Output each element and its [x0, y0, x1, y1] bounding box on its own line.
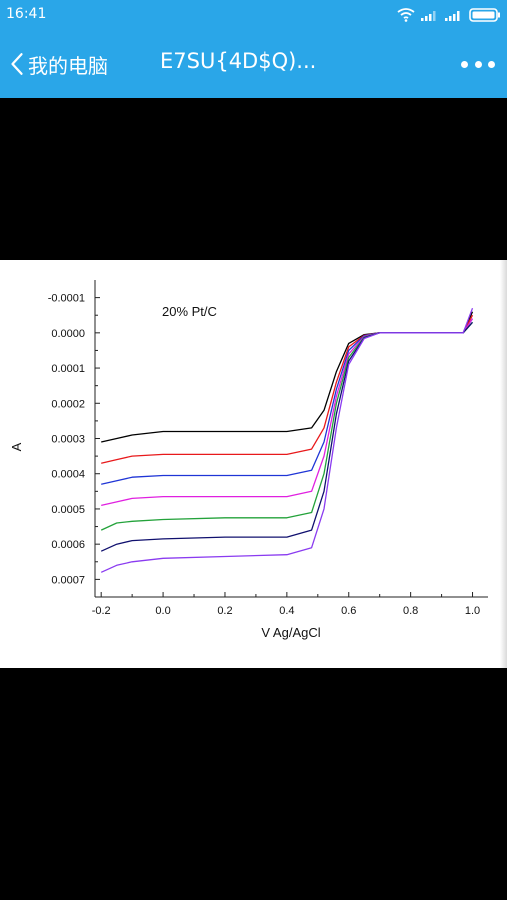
polarization-chart: -0.0001 0.0000 0.0001 0.0002 0.0003 0.0004 0.0…	[9, 280, 488, 640]
signal-icon	[421, 11, 436, 21]
y-tick-label: 0.0001	[51, 363, 85, 375]
y-tick-label: 0.0005	[51, 504, 85, 516]
y-axis-label: A	[9, 442, 24, 451]
photo: -0.0001 0.0000 0.0001 0.0002 0.0003 0.0004 0.0…	[0, 260, 507, 668]
y-tick-label: 0.0006	[51, 539, 85, 551]
y-tick-label: 0.0004	[51, 469, 85, 481]
y-tick-label: 0.0007	[51, 574, 85, 586]
more-dots-icon	[474, 60, 482, 68]
x-tick-label: 0.6	[341, 605, 356, 617]
series-line	[101, 311, 474, 443]
series-line	[101, 318, 474, 485]
x-tick-label: 0.4	[279, 605, 294, 617]
series-line	[101, 318, 474, 507]
x-tick-label: 0.2	[217, 605, 232, 617]
chart-annotation: 20% Pt/C	[162, 304, 217, 319]
more-dots-icon	[488, 60, 495, 68]
series-line	[100, 307, 474, 573]
chevron-left-icon	[11, 53, 23, 75]
series-line	[100, 321, 473, 552]
wifi-icon	[397, 8, 415, 22]
x-tick-label: 0.0	[155, 605, 170, 617]
more-menu-button[interactable]	[461, 54, 495, 74]
back-button[interactable]: 我的电脑	[8, 46, 108, 82]
y-tick-label: 0.0000	[51, 328, 85, 340]
series-line	[101, 314, 474, 464]
x-tick-label: 0.8	[403, 605, 418, 617]
x-axis-label: V Ag/AgCl	[261, 625, 320, 640]
x-tick-label: 1.0	[465, 605, 480, 617]
file-title: E7SU{4D$Q)...	[160, 49, 317, 73]
status-icons	[397, 5, 501, 25]
more-dots-icon	[461, 60, 468, 68]
y-tick-label: 0.0002	[51, 398, 85, 410]
status-bar: 16:41	[0, 0, 507, 30]
back-label: 我的电脑	[28, 53, 108, 78]
photo-edge	[500, 260, 507, 668]
y-tick-label: -0.0001	[48, 293, 85, 305]
status-time: 16:41	[6, 6, 47, 22]
battery-icon	[469, 8, 500, 22]
x-tick-label: -0.2	[92, 605, 111, 617]
y-tick-label: 0.0003	[51, 434, 85, 446]
series-line	[100, 321, 473, 531]
signal-icon	[445, 11, 460, 21]
image-viewer[interactable]: -0.0001 0.0000 0.0001 0.0002 0.0003 0.0004 0.0…	[0, 98, 507, 900]
app-bar: 我的电脑 E7SU{4D$Q)...	[0, 30, 507, 98]
